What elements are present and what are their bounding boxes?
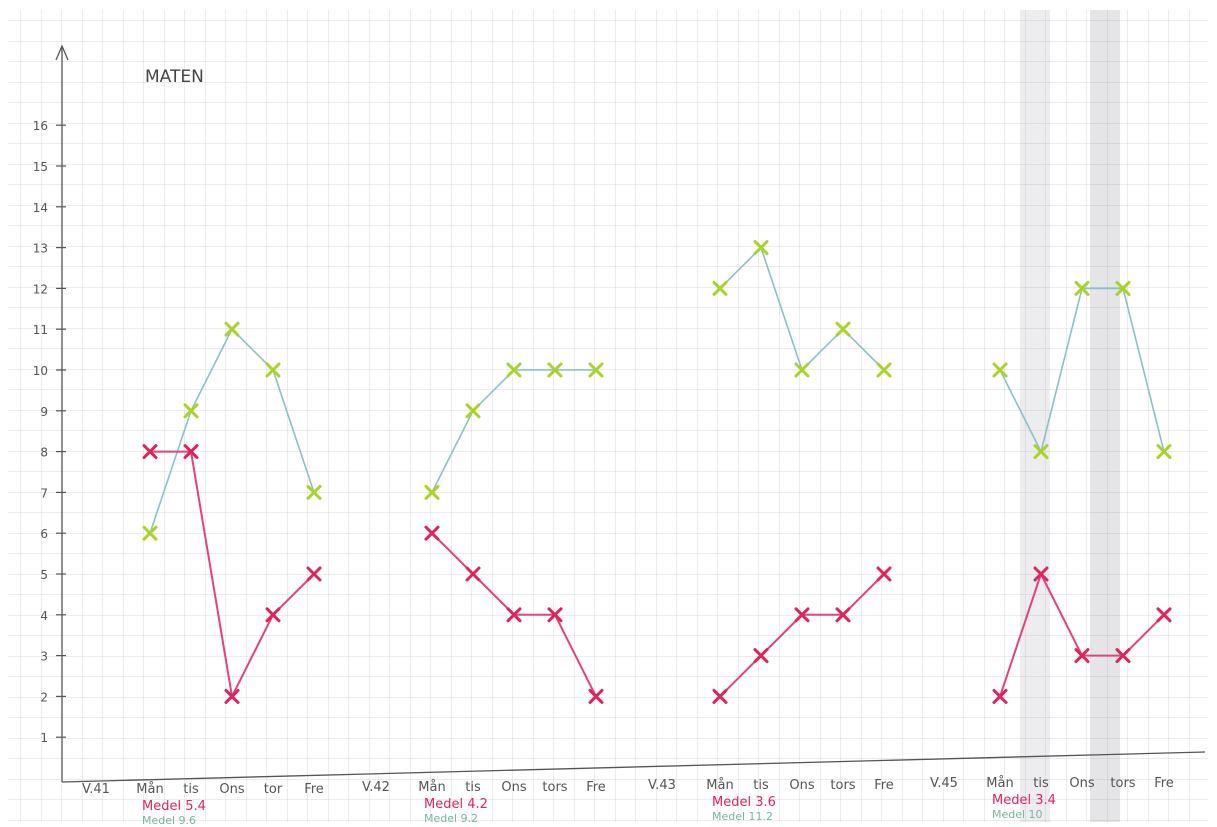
green-data-point (265, 362, 281, 378)
red-data-point (424, 525, 440, 541)
red-mean-label: Medel 3.4 (992, 793, 1056, 808)
red-data-point (224, 688, 240, 704)
week-label: V.42 (362, 780, 390, 795)
red-data-point (1074, 648, 1090, 664)
y-tick-label: 5 (40, 568, 48, 582)
chart-title: MATEN (145, 67, 204, 87)
day-label: Mån (986, 776, 1013, 791)
y-tick-label: 15 (33, 160, 48, 174)
red-data-point (506, 607, 522, 623)
green-data-point (306, 484, 322, 500)
red-data-point (794, 607, 810, 623)
green-data-point (424, 484, 440, 500)
day-label: Fre (1154, 776, 1174, 791)
red-data-point (1156, 607, 1172, 623)
green-data-point (794, 362, 810, 378)
grid-paper (8, 10, 1208, 822)
red-data-point (183, 444, 199, 460)
day-label: Fre (874, 778, 894, 793)
day-label: tis (183, 782, 199, 797)
green-data-point (876, 362, 892, 378)
fold-shadow (1020, 10, 1050, 822)
green-data-point (224, 321, 240, 337)
day-label: tors (1110, 776, 1135, 791)
red-data-point (142, 444, 158, 460)
red-data-point (992, 688, 1008, 704)
y-axis-arrow (55, 44, 69, 61)
green-mean-label: Medel 9.6 (142, 814, 196, 827)
week-label: V.45 (930, 776, 958, 791)
y-tick-label: 8 (40, 446, 48, 460)
red-data-point (547, 607, 563, 623)
green-data-point (183, 403, 199, 419)
green-data-point (753, 240, 769, 256)
y-tick-label: 9 (40, 405, 48, 419)
red-data-point (1115, 648, 1131, 664)
y-tick-label: 4 (40, 609, 48, 623)
week-label: V.43 (648, 778, 676, 793)
red-data-point (753, 648, 769, 664)
green-data-point (547, 362, 563, 378)
x-axis (61, 751, 1206, 783)
y-tick-label: 6 (40, 527, 48, 541)
y-tick-label: 16 (33, 119, 48, 133)
green-data-point (1033, 444, 1049, 460)
day-label: tor (264, 782, 283, 797)
day-label: tors (830, 778, 855, 793)
y-tick-label: 7 (40, 486, 48, 500)
day-label: Ons (219, 782, 244, 797)
green-data-point (506, 362, 522, 378)
y-tick-label: 13 (33, 242, 48, 256)
red-data-point (1033, 566, 1049, 582)
green-data-point (712, 280, 728, 296)
fold-shadow (1090, 10, 1120, 822)
day-label: tis (465, 780, 481, 795)
red-data-point (265, 607, 281, 623)
day-label: Fre (304, 782, 324, 797)
green-data-point (1156, 444, 1172, 460)
red-data-point (306, 566, 322, 582)
green-mean-label: Medel 11.2 (712, 810, 773, 823)
green-data-point (992, 362, 1008, 378)
day-label: Fre (586, 780, 606, 795)
green-mean-label: Medel 9.2 (424, 812, 478, 825)
y-tick-label: 2 (40, 690, 48, 704)
green-mean-label: Medel 10 (992, 808, 1043, 821)
day-label: Mån (136, 782, 163, 797)
green-data-point (465, 403, 481, 419)
day-label: tis (753, 778, 769, 793)
y-tick-label: 14 (33, 201, 48, 215)
day-label: Ons (501, 780, 526, 795)
red-data-point (835, 607, 851, 623)
red-data-point (588, 688, 604, 704)
red-data-point (876, 566, 892, 582)
y-tick-label: 1 (40, 731, 48, 745)
day-label: Mån (418, 780, 445, 795)
y-tick-label: 10 (33, 364, 48, 378)
red-mean-label: Medel 4.2 (424, 797, 488, 812)
y-tick-label: 12 (33, 282, 48, 296)
red-data-point (465, 566, 481, 582)
green-data-point (142, 525, 158, 541)
green-data-point (835, 321, 851, 337)
day-label: tis (1033, 776, 1049, 791)
green-data-point (588, 362, 604, 378)
series-layer (142, 240, 1172, 704)
day-label: Ons (1069, 776, 1094, 791)
day-label: Mån (706, 778, 733, 793)
green-data-point (1074, 280, 1090, 296)
green-data-point (1115, 280, 1131, 296)
y-tick-label: 3 (40, 650, 48, 664)
red-data-point (712, 688, 728, 704)
week-label: V.41 (82, 782, 110, 797)
red-mean-label: Medel 3.6 (712, 795, 776, 810)
y-tick-label: 11 (33, 323, 48, 337)
day-label: tors (542, 780, 567, 795)
red-mean-label: Medel 5.4 (142, 799, 206, 814)
day-label: Ons (789, 778, 814, 793)
